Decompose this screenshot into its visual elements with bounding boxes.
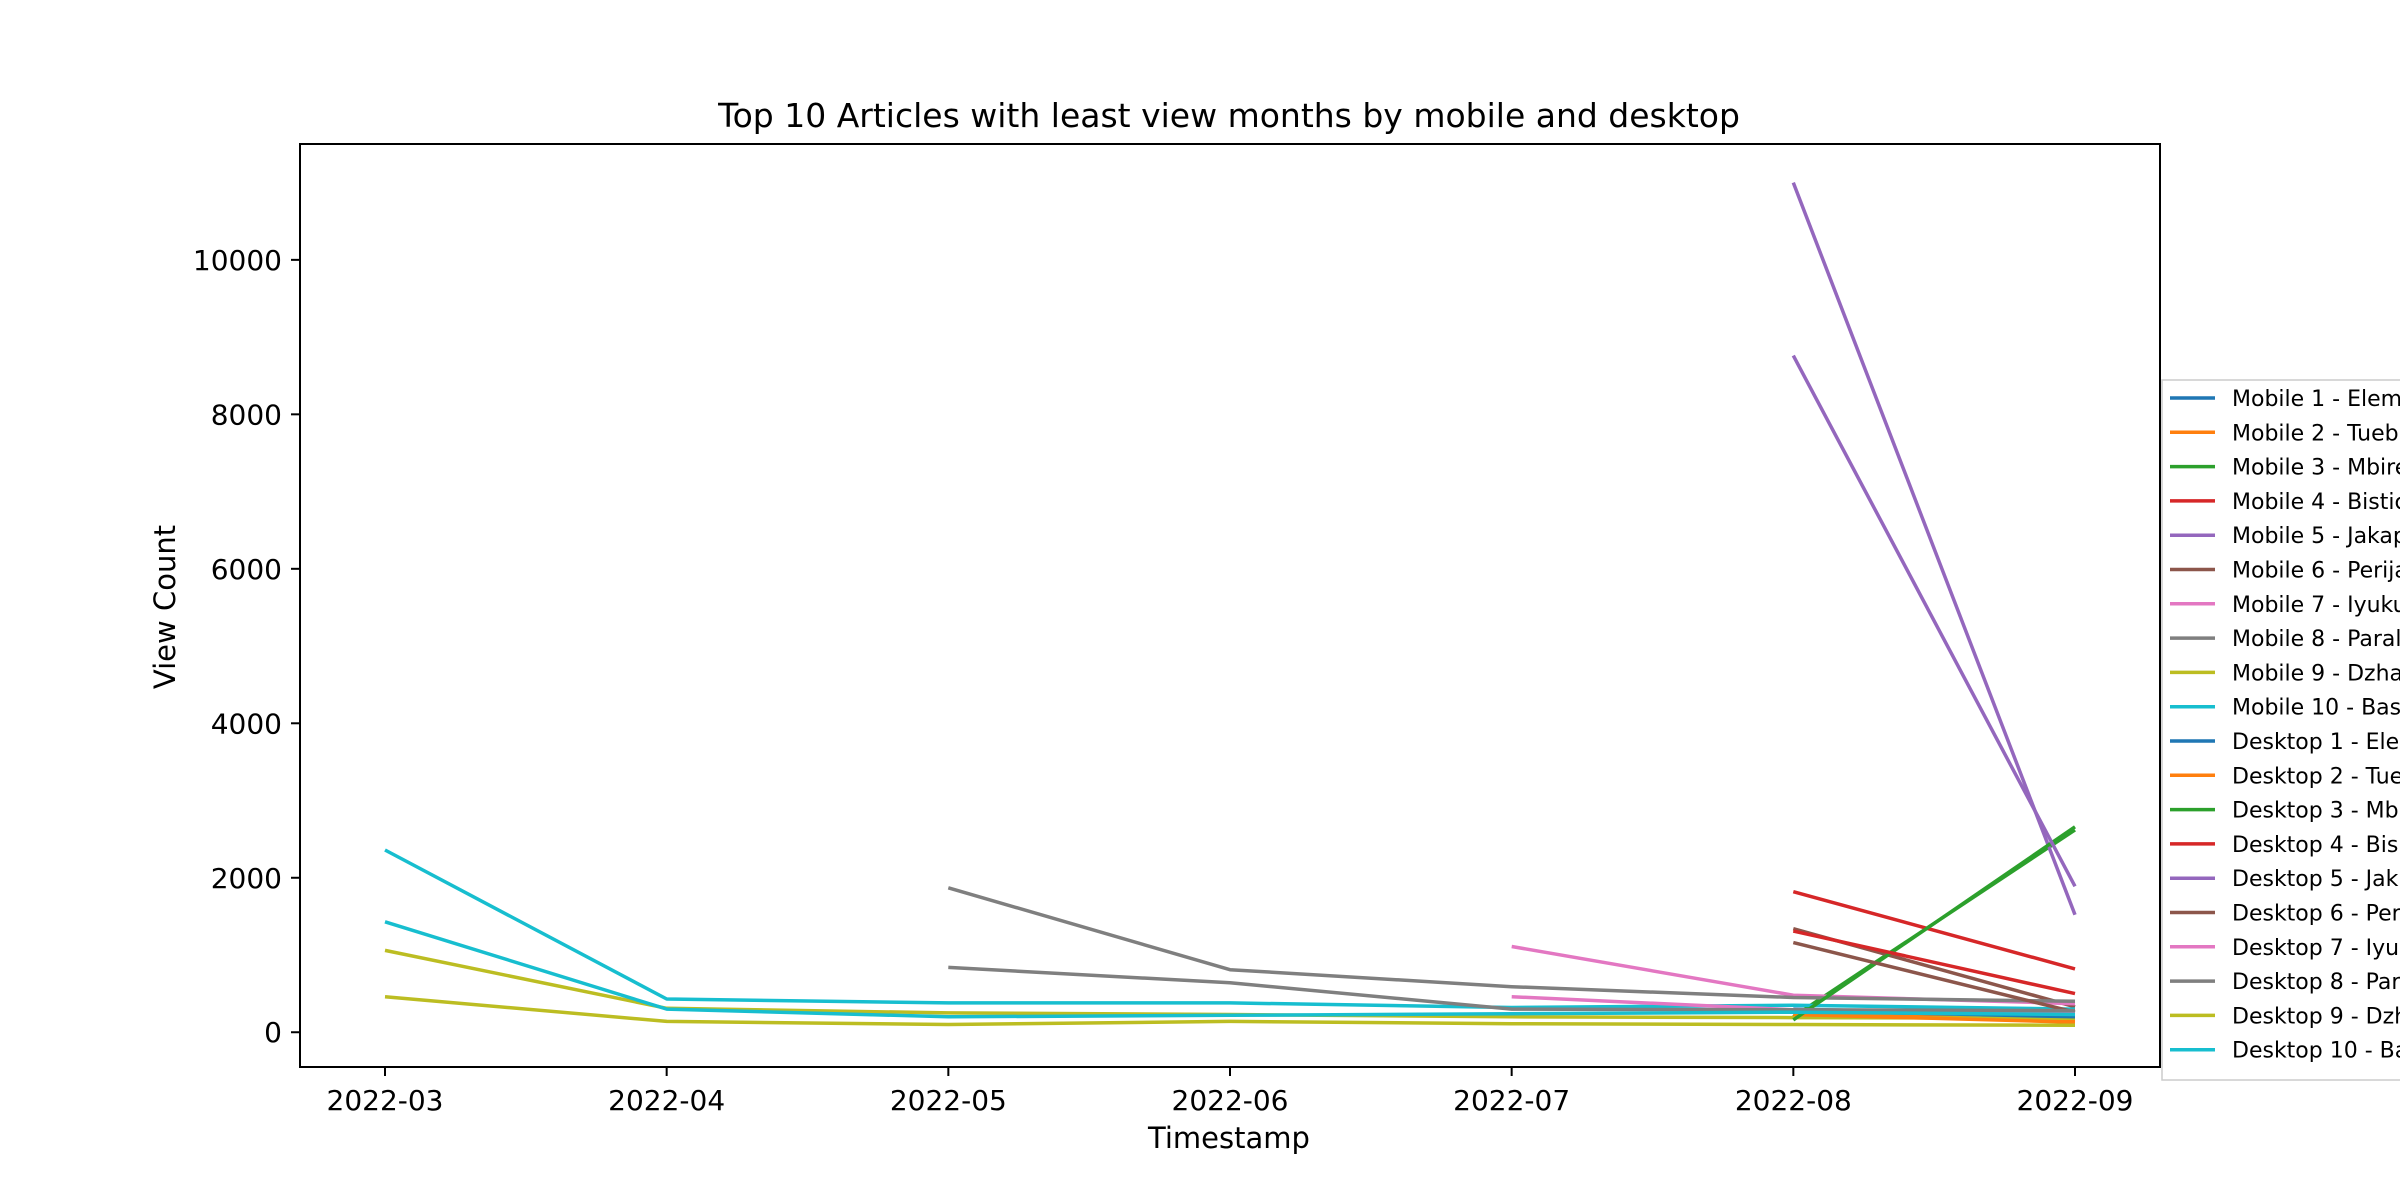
legend: Mobile 1 - Elem Mobile 2 - Tueb Mobile 3 -…	[2161, 379, 2400, 1081]
y-axis-label: View Count	[148, 525, 182, 689]
legend-entry: Mobile 2 - Tueb	[2232, 421, 2399, 446]
series-line-19	[384, 994, 2076, 1028]
legend-entry: Desktop 1 - Ele	[2232, 730, 2399, 755]
x-tick-label: 2022-06	[1172, 1084, 1289, 1117]
series-line-10	[384, 848, 2076, 1011]
y-tick-label: 8000	[211, 398, 282, 431]
x-tick-label: 2022-04	[608, 1084, 725, 1117]
legend-entry: Desktop 5 - Jak	[2232, 867, 2399, 892]
x-tick-label: 2022-03	[327, 1084, 444, 1117]
legend-entry: Desktop 2 - Tue	[2232, 764, 2400, 789]
legend-entry: Mobile 5 - Jakap	[2232, 524, 2400, 549]
y-tick-label: 4000	[211, 707, 282, 740]
legend-entry: Desktop 10 - Ba	[2232, 1039, 2400, 1064]
y-axis: 0 2000 4000 6000 8000 10000	[193, 244, 300, 1049]
series-line-16	[1792, 940, 2076, 1014]
y-tick-label: 6000	[211, 553, 282, 586]
x-tick-label: 2022-09	[2017, 1084, 2134, 1117]
legend-entry: Desktop 6 - Per	[2232, 902, 2400, 927]
legend-entry: Desktop 9 - Dzh	[2232, 1004, 2400, 1029]
series-line-13	[1792, 825, 2076, 1022]
legend-entry: Mobile 10 - Bas	[2232, 696, 2400, 721]
chart-title: Top 10 Articles with least view months b…	[717, 96, 1740, 135]
legend-entry: Mobile 6 - Perija	[2232, 559, 2400, 584]
x-tick-label: 2022-05	[890, 1084, 1007, 1117]
legend-entry: Mobile 8 - Paral	[2232, 627, 2400, 652]
legend-entry: Mobile 3 - Mbire	[2232, 456, 2400, 481]
plot-area	[384, 181, 2077, 1028]
x-tick-label: 2022-07	[1453, 1084, 1570, 1117]
legend-entry: Desktop 4 - Bis	[2232, 833, 2398, 858]
series-line-12	[1793, 1012, 2076, 1024]
series-line-8	[947, 886, 2076, 1004]
legend-entry: Mobile 1 - Elem	[2232, 387, 2400, 412]
x-axis: 2022-03 2022-04 2022-05 2022-06 2022-07 2022-…	[327, 1067, 2134, 1117]
legend-entry: Desktop 7 - Iyu	[2232, 936, 2399, 961]
legend-entry: Desktop 3 - Mb	[2232, 799, 2399, 824]
legend-box	[2161, 379, 2400, 1081]
series-line-15	[1791, 354, 2077, 888]
legend-entry: Mobile 9 - Dzha	[2232, 661, 2400, 686]
series-line-4	[1792, 890, 2076, 971]
x-axis-label: Timestamp	[1147, 1121, 1310, 1155]
y-tick-label: 2000	[211, 862, 282, 895]
series-line-5	[1791, 181, 2077, 916]
legend-entry: Mobile 7 - Iyuku	[2232, 593, 2400, 618]
x-tick-label: 2022-08	[1735, 1084, 1852, 1117]
legend-entry: Desktop 8 - Par	[2232, 970, 2400, 995]
plot-frame	[299, 143, 2161, 1068]
y-tick-label: 0	[264, 1016, 282, 1049]
series-line-14	[1792, 929, 2076, 996]
series-line-20	[384, 920, 2076, 1019]
legend-entry: Mobile 4 - Bistic	[2232, 490, 2400, 515]
y-tick-label: 10000	[193, 244, 282, 277]
series-line-18	[948, 965, 2076, 1013]
